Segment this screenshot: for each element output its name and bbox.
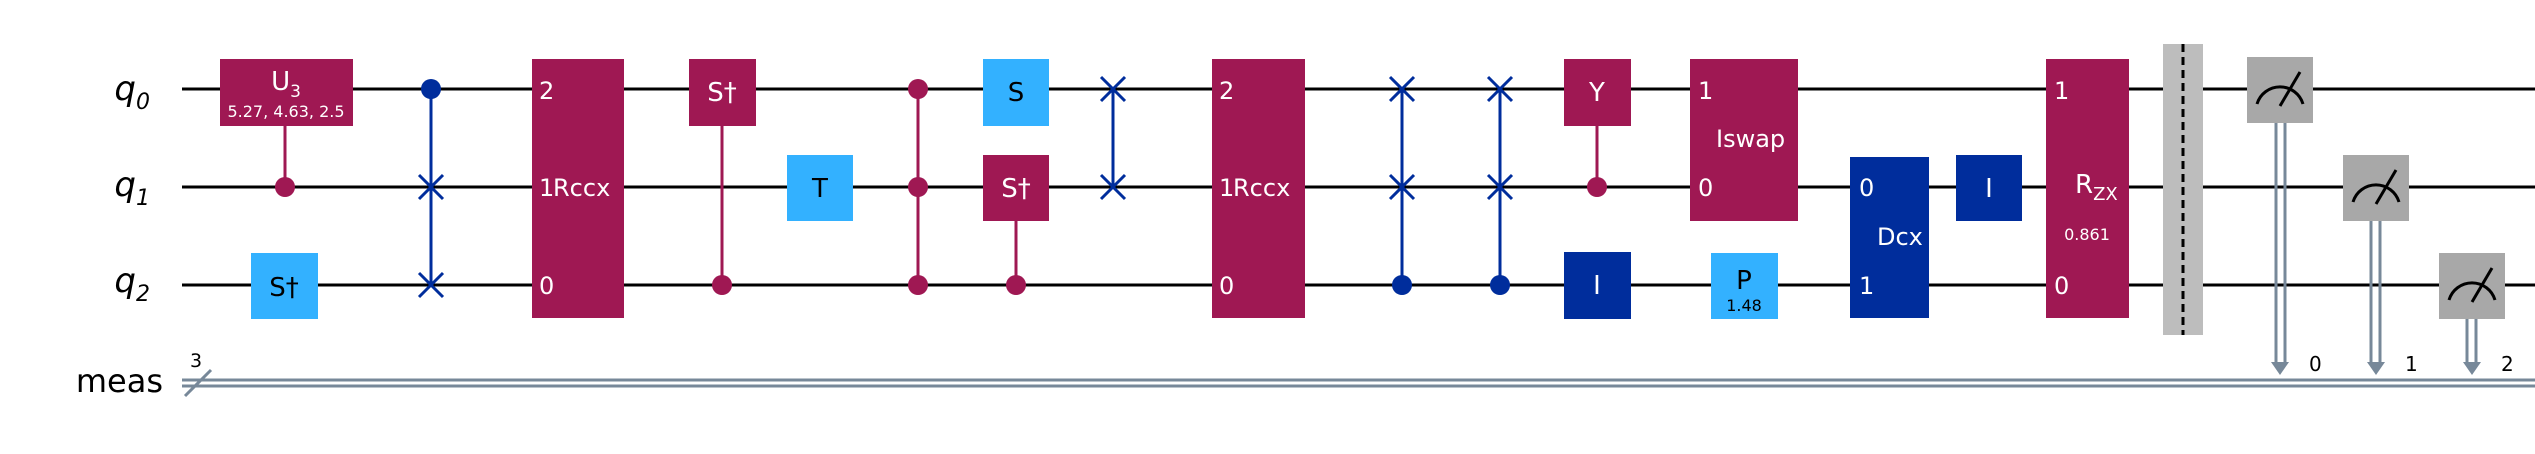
id-gate-q2: I — [1564, 252, 1631, 319]
svg-text:S†: S† — [1001, 174, 1031, 204]
svg-text:1: 1 — [2054, 77, 2069, 105]
sdg-gate-q1: S† — [983, 155, 1049, 221]
svg-text:U3: U3 — [271, 67, 301, 102]
svg-text:RZX: RZX — [2075, 170, 2118, 205]
swap-cross-icon — [417, 173, 445, 201]
rzx-gate: 1 RZX 0.861 0 — [2046, 59, 2129, 318]
swap-cross-icon — [417, 271, 445, 299]
svg-text:Dcx: Dcx — [1877, 223, 1923, 251]
svg-text:0: 0 — [539, 272, 554, 300]
measure-bit-label-0: 0 — [2309, 352, 2322, 376]
svg-text:Y: Y — [1588, 78, 1605, 108]
svg-text:S†: S† — [707, 78, 737, 108]
ccz-control-dot-q0 — [908, 79, 928, 99]
y-gate-q0: Y — [1564, 59, 1631, 126]
svg-text:I: I — [1985, 174, 1993, 204]
meter-icon — [2255, 85, 2305, 105]
svg-text:S†: S† — [269, 273, 299, 303]
meter-icon — [2351, 183, 2401, 203]
p-gate-param: 1.48 — [1726, 296, 1762, 315]
rccx-gate-1: 2 1 Rccx 0 — [532, 59, 624, 318]
classical-register-label: meas — [76, 362, 163, 400]
cswap-control-dot-3 — [1490, 275, 1510, 295]
measure-q1: 1 — [2343, 155, 2418, 376]
classical-width-slash — [183, 368, 213, 398]
cu3-control-dot — [275, 177, 295, 197]
measure-bit-label-2: 2 — [2501, 352, 2514, 376]
svg-text:Iswap: Iswap — [1716, 125, 1785, 153]
svg-text:S: S — [1008, 78, 1025, 108]
id-gate-q1: I — [1956, 155, 2022, 221]
swap-cross-icon — [1388, 173, 1416, 201]
svg-text:1: 1 — [1219, 174, 1234, 202]
svg-text:2: 2 — [539, 77, 554, 105]
svg-text:Rccx: Rccx — [1233, 174, 1290, 202]
qubit-label-q1: q1 — [114, 165, 150, 211]
svg-text:Rccx: Rccx — [553, 174, 610, 202]
sdg-gate-q0: S† — [689, 59, 756, 126]
csdg-q1-control-dot — [1006, 275, 1026, 295]
qubit-label-q0: q0 — [114, 69, 150, 115]
cswap-control-dot — [421, 79, 441, 99]
measure-q2: 2 — [2439, 253, 2514, 376]
ccz-control-dot-q1 — [908, 177, 928, 197]
dcx-gate: 0 Dcx 1 — [1850, 157, 1929, 318]
swap-cross-icon — [1099, 75, 1127, 103]
measure-arrow-icon — [2271, 362, 2289, 375]
swap-cross-icon — [1486, 173, 1514, 201]
svg-text:1: 1 — [539, 174, 554, 202]
svg-text:2: 2 — [1219, 77, 1234, 105]
svg-text:0: 0 — [2054, 272, 2069, 300]
measure-arrow-icon — [2463, 362, 2481, 375]
u3-gate-params: 5.27, 4.63, 2.5 — [227, 102, 344, 121]
svg-text:1: 1 — [1859, 272, 1874, 300]
rzx-gate-param: 0.861 — [2064, 225, 2110, 244]
svg-text:P: P — [1736, 266, 1752, 296]
measure-q0: 0 — [2247, 57, 2322, 376]
swap-cross-icon — [1388, 75, 1416, 103]
cy-control-dot — [1587, 177, 1607, 197]
rccx-gate-2: 2 1 Rccx 0 — [1212, 59, 1305, 318]
cswap-control-dot-2 — [1392, 275, 1412, 295]
t-gate-q1: T — [787, 155, 853, 221]
qubit-label-q2: q2 — [114, 261, 150, 307]
svg-text:0: 0 — [1859, 174, 1874, 202]
p-gate-q2: P 1.48 — [1711, 253, 1778, 319]
measure-arrow-icon — [2367, 362, 2385, 375]
classical-width-label: 3 — [190, 350, 202, 372]
u3-gate: U3 5.27, 4.63, 2.5 — [220, 59, 353, 126]
svg-text:1: 1 — [1698, 77, 1713, 105]
svg-text:0: 0 — [1219, 272, 1234, 300]
csdg-control-dot — [712, 275, 732, 295]
meter-icon — [2447, 281, 2497, 301]
swap-cross-icon — [1486, 75, 1514, 103]
iswap-gate: 1 Iswap 0 — [1690, 59, 1798, 221]
measure-bit-label-1: 1 — [2405, 352, 2418, 376]
ccz-control-dot-q2 — [908, 275, 928, 295]
svg-text:I: I — [1593, 271, 1601, 301]
swap-cross-icon — [1099, 173, 1127, 201]
s-gate-q0: S — [983, 59, 1049, 126]
svg-text:0: 0 — [1698, 174, 1713, 202]
svg-text:T: T — [811, 174, 828, 204]
sdg-gate-q2: S† — [251, 253, 318, 319]
